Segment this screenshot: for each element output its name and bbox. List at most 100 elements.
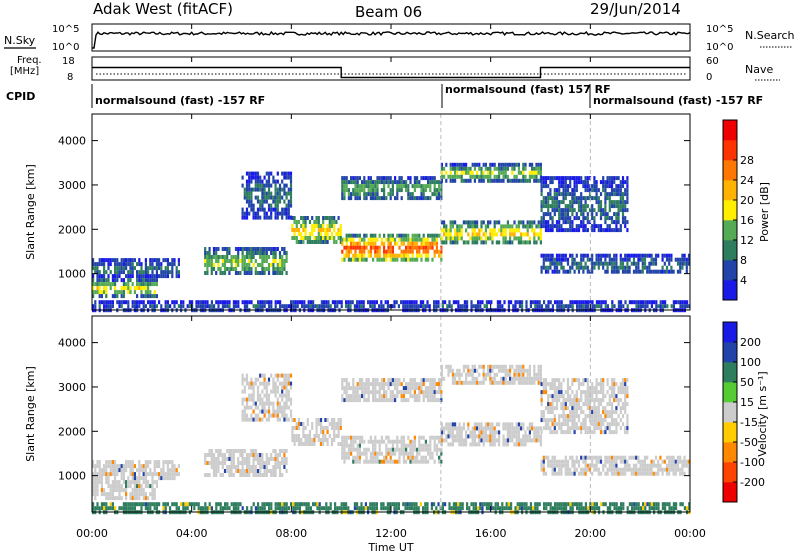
vel-data-cell-0 — [100, 488, 103, 493]
vel-data-cell-10 — [564, 418, 567, 423]
power-data-cell-10 — [615, 228, 618, 233]
power-data-cell-10 — [544, 176, 548, 181]
power-data-cell-11 — [576, 304, 579, 309]
power-data-cell-5 — [420, 241, 423, 246]
power-data-cell-11 — [371, 300, 374, 305]
vel-data-cell-8 — [487, 372, 490, 377]
vel-data-cell-0 — [109, 496, 112, 501]
vel-data-cell-10 — [555, 422, 559, 427]
vel-data-cell-2 — [219, 453, 222, 457]
power-data-cell-7 — [533, 236, 536, 241]
power-data-cell-7 — [460, 224, 463, 229]
power-data-cell-7 — [449, 236, 452, 241]
vel-data-cell-4 — [326, 430, 329, 434]
power-data-cell-9 — [635, 253, 638, 258]
vel-data-cell-7 — [467, 422, 470, 427]
vel-data-cell-8 — [535, 376, 538, 381]
vel-data-cell-2 — [239, 461, 242, 465]
power-data-cell-4 — [322, 224, 325, 228]
power-data-cell-11 — [578, 304, 581, 309]
power-data-cell-10 — [604, 184, 607, 189]
vel-data-cell-5 — [383, 455, 386, 460]
vel-data-cell-5 — [424, 443, 427, 448]
power-data-cell-2 — [263, 259, 266, 263]
power-data-cell-10 — [580, 196, 583, 201]
vel-data-cell-5 — [354, 455, 357, 460]
power-data-cell-2 — [206, 271, 209, 275]
power-data-cell-3 — [250, 203, 253, 208]
vel-data-cell-4 — [317, 438, 320, 442]
power-data-cell-1 — [166, 270, 169, 275]
vel-data-cell-7 — [482, 442, 485, 447]
vel-data-cell-3 — [283, 385, 286, 390]
power-data-cell-3 — [243, 191, 246, 196]
power-data-cell-10 — [558, 224, 561, 229]
vel-data-cell-9 — [555, 459, 559, 464]
power-data-cell-7 — [493, 228, 496, 233]
power-data-cell-10 — [617, 188, 620, 193]
power-data-cell-9 — [679, 261, 682, 266]
vel-data-cell-9 — [604, 455, 607, 460]
power-data-cell-11 — [406, 304, 409, 309]
vel-data-cell-9 — [632, 471, 636, 476]
vel-data-cell-10 — [599, 418, 603, 423]
vel-data-cell-1 — [142, 468, 145, 473]
power-data-cell-7 — [509, 236, 512, 241]
power-data-cell-5 — [413, 237, 416, 242]
power-data-cell-11 — [136, 304, 139, 309]
power-data-cell-7 — [456, 224, 459, 229]
power-data-cell-10 — [560, 216, 563, 221]
vel-data-cell-10 — [582, 390, 585, 395]
vel-data-cell-2 — [210, 453, 213, 457]
vel-data-cell-4 — [330, 438, 334, 442]
power-data-cell-10 — [599, 180, 603, 185]
vel-data-cell-6 — [350, 386, 353, 391]
power-data-cell-9 — [663, 253, 666, 258]
power-data-cell-8 — [440, 166, 443, 171]
vel-data-cell-6 — [378, 398, 381, 403]
vel-data-cell-10 — [564, 402, 567, 407]
power-data-cell-9 — [641, 265, 644, 270]
vel-data-cell-2 — [208, 473, 211, 477]
power-data-cell-8 — [522, 162, 525, 167]
power-data-cell-11 — [320, 304, 323, 309]
power-data-cell-11 — [639, 300, 642, 305]
power-data-cell-8 — [498, 174, 501, 179]
vel-data-cell-2 — [252, 473, 255, 477]
power-data-cell-11 — [232, 304, 235, 309]
power-data-cell-2 — [274, 247, 277, 251]
power-data-cell-9 — [661, 269, 664, 274]
power-data-cell-8 — [482, 174, 485, 179]
vel-data-cell-5 — [365, 447, 368, 452]
power-data-cell-0 — [144, 282, 147, 287]
vel-data-cell-9 — [544, 455, 548, 460]
power-data-cell-11 — [136, 300, 139, 305]
power-data-cell-11 — [518, 300, 521, 305]
vel-data-cell-0 — [118, 492, 121, 497]
power-data-cell-6 — [372, 196, 375, 201]
vel-data-cell-3 — [252, 389, 255, 394]
vel-data-cell-6 — [398, 382, 401, 387]
power-data-cell-11 — [600, 304, 603, 309]
power-data-cell-6 — [413, 176, 416, 181]
power-data-cell-2 — [267, 247, 271, 251]
vel-data-cell-10 — [573, 378, 576, 383]
power-data-cell-11 — [199, 300, 202, 305]
vel-data-cell-8 — [533, 376, 536, 381]
vel-data-cell-5 — [363, 451, 366, 456]
vel-data-cell-8 — [467, 380, 470, 385]
power-data-cell-8 — [513, 162, 516, 167]
vel-data-cell-8 — [506, 380, 509, 385]
power-data-cell-10 — [553, 204, 556, 209]
power-data-cell-7 — [482, 220, 485, 225]
power-data-cell-7 — [454, 228, 457, 233]
vel-data-cell-2 — [217, 465, 220, 469]
vel-data-cell-9 — [613, 455, 616, 460]
power-data-cell-11 — [686, 300, 689, 305]
power-data-cell-11 — [534, 304, 537, 309]
vel-data-cell-2 — [265, 465, 268, 469]
vel-data-cell-10 — [584, 414, 587, 419]
vel-data-cell-7 — [502, 422, 505, 427]
vel-data-cell-6 — [361, 390, 364, 395]
vel-data-cell-10 — [599, 390, 603, 395]
